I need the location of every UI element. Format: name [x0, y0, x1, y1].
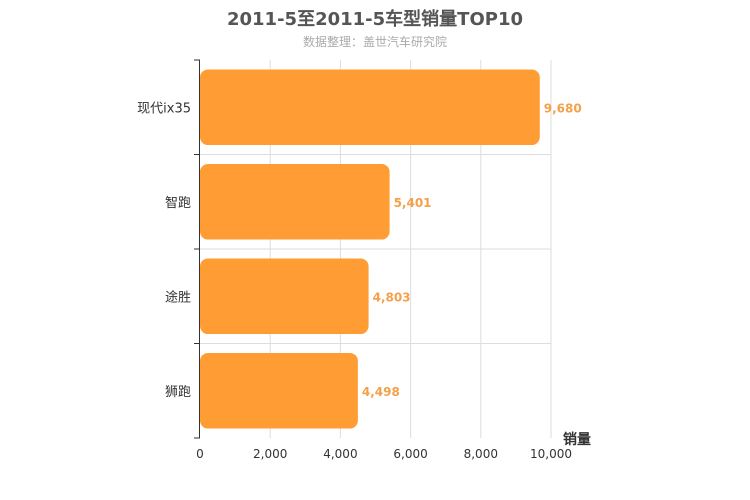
value-label: 5,401 [394, 196, 432, 210]
category-label: 狮跑 [165, 385, 191, 400]
category-label: 智跑 [165, 196, 191, 211]
value-label: 4,803 [373, 290, 411, 304]
x-tick-label: 4,000 [323, 447, 357, 461]
x-tick-label: 6,000 [393, 447, 427, 461]
category-label: 途胜 [165, 289, 191, 305]
x-tick-label: 0 [196, 447, 204, 461]
x-axis-title: 销量 [563, 431, 591, 448]
x-tick-label: 8,000 [464, 447, 498, 461]
bar [200, 163, 390, 240]
x-tick-label: 10,000 [530, 447, 572, 461]
chart-subtitle: 数据整理：盖世汽车研究院 [302, 35, 447, 49]
value-label: 4,498 [362, 385, 400, 399]
value-label: 9,680 [544, 101, 582, 115]
chart-title: 2011-5至2011-5车型销量TOP10 [226, 9, 523, 30]
bars: 9,680 5,401 4,803 4,498 [200, 69, 582, 429]
bar [200, 352, 358, 429]
x-tick-label: 2,000 [253, 447, 287, 461]
bar [200, 69, 540, 146]
bar [200, 258, 369, 335]
category-label: 现代ix35 [137, 101, 191, 116]
